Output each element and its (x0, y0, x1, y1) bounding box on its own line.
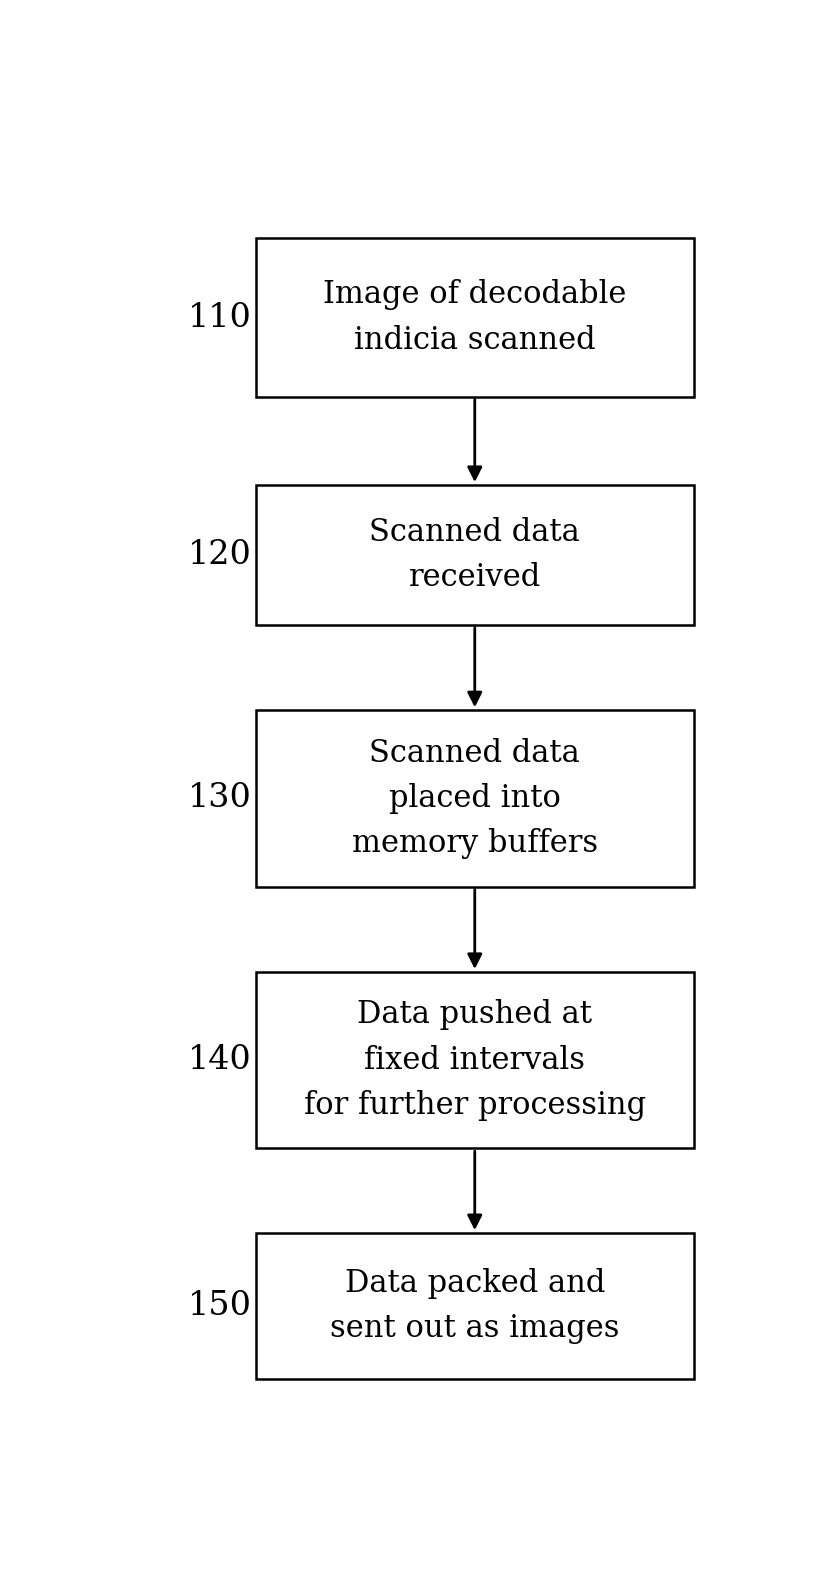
FancyBboxPatch shape (255, 710, 694, 887)
FancyBboxPatch shape (255, 485, 694, 624)
FancyBboxPatch shape (255, 972, 694, 1148)
Text: Scanned data
placed into
memory buffers: Scanned data placed into memory buffers (352, 737, 598, 860)
FancyBboxPatch shape (255, 239, 694, 397)
Text: 150: 150 (188, 1290, 252, 1322)
Text: 130: 130 (188, 783, 252, 814)
Text: 110: 110 (188, 302, 252, 334)
Text: Data pushed at
fixed intervals
for further processing: Data pushed at fixed intervals for furth… (304, 999, 646, 1121)
Text: 140: 140 (188, 1043, 252, 1077)
Text: Data packed and
sent out as images: Data packed and sent out as images (330, 1268, 620, 1344)
FancyBboxPatch shape (255, 1233, 694, 1379)
Text: 120: 120 (188, 539, 252, 571)
Text: Scanned data
received: Scanned data received (369, 517, 580, 593)
Text: Image of decodable
indicia scanned: Image of decodable indicia scanned (323, 280, 626, 356)
